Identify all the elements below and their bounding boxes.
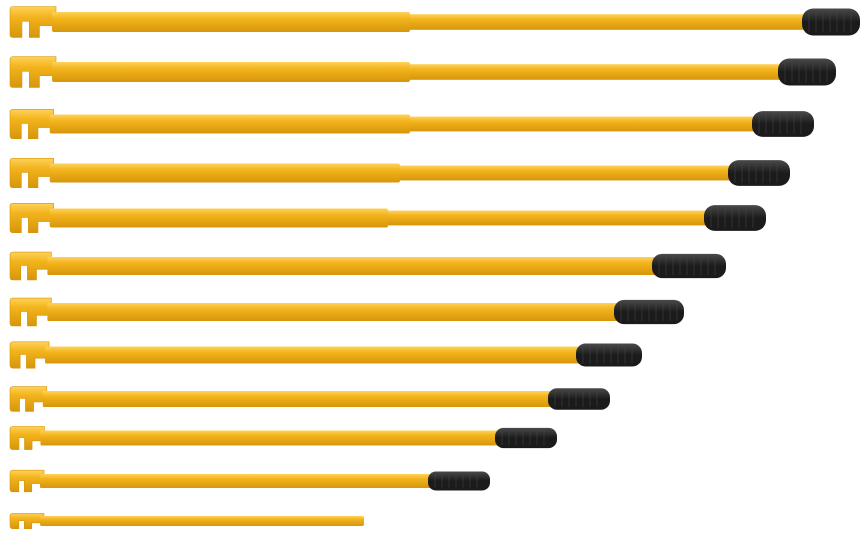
hook-head <box>9 251 52 281</box>
rubber-grip <box>728 160 790 186</box>
shaft <box>47 257 658 275</box>
shaft-thin <box>386 210 708 226</box>
bending-bar-5 <box>9 202 766 234</box>
bending-bar-7 <box>9 297 684 327</box>
bending-bar-4 <box>9 157 790 189</box>
shaft-thick <box>49 208 388 228</box>
hook-head <box>9 108 54 140</box>
shaft <box>45 346 583 364</box>
rubber-grip <box>802 8 860 36</box>
bending-bar-2 <box>9 56 836 88</box>
rubber-grip <box>752 111 814 137</box>
hook-head <box>9 386 48 412</box>
shaft <box>42 391 555 407</box>
shaft-thick <box>52 62 410 82</box>
shaft-thin <box>408 64 782 80</box>
bending-bar-6 <box>9 251 726 281</box>
bending-bar-10 <box>9 426 557 450</box>
bending-bar-9 <box>9 386 610 412</box>
shaft <box>40 474 434 488</box>
shaft-thin <box>398 165 732 181</box>
hook-head <box>9 202 54 234</box>
bending-bar-3 <box>9 108 814 140</box>
bending-bar-12 <box>9 512 364 530</box>
shaft-thin <box>408 14 806 30</box>
hook-head <box>9 56 57 88</box>
shaft-thick <box>49 114 410 134</box>
bending-bar-8 <box>9 341 642 369</box>
bending-bar-1 <box>9 6 860 38</box>
hook-head <box>9 157 54 189</box>
rubber-grip <box>548 388 610 410</box>
hook-head <box>9 512 45 530</box>
bending-bar-11 <box>9 469 490 493</box>
shaft-thick <box>49 163 400 183</box>
shaft <box>47 303 620 321</box>
rubber-grip <box>704 205 766 231</box>
tool-rows <box>9 6 860 530</box>
shaft-thin <box>408 116 756 132</box>
hook-head <box>9 6 57 38</box>
hook-head <box>9 341 50 369</box>
hook-head <box>9 426 45 450</box>
rubber-grip <box>495 427 557 449</box>
shaft-thick <box>52 12 410 32</box>
rubber-grip <box>652 253 726 279</box>
hook-head <box>9 469 45 493</box>
rubber-grip <box>576 343 642 367</box>
shaft <box>40 516 364 526</box>
shaft <box>40 430 501 446</box>
rubber-grip <box>778 58 836 86</box>
hook-head <box>9 297 52 327</box>
rubber-grip <box>428 471 490 491</box>
